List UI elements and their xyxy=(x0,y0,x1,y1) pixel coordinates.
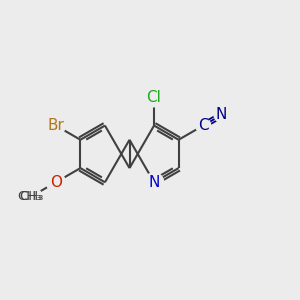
Text: Br: Br xyxy=(47,118,64,133)
Text: C: C xyxy=(198,118,208,133)
Text: O: O xyxy=(50,175,62,190)
Text: CH₃: CH₃ xyxy=(19,190,44,203)
Circle shape xyxy=(46,173,65,192)
Text: N: N xyxy=(148,175,160,190)
Circle shape xyxy=(145,173,164,192)
Circle shape xyxy=(145,88,164,107)
Circle shape xyxy=(21,186,41,207)
Circle shape xyxy=(46,116,65,135)
Text: Cl: Cl xyxy=(147,90,161,105)
Text: CH₃: CH₃ xyxy=(17,190,42,203)
Circle shape xyxy=(214,107,229,122)
Circle shape xyxy=(196,118,211,133)
Text: N: N xyxy=(216,107,227,122)
